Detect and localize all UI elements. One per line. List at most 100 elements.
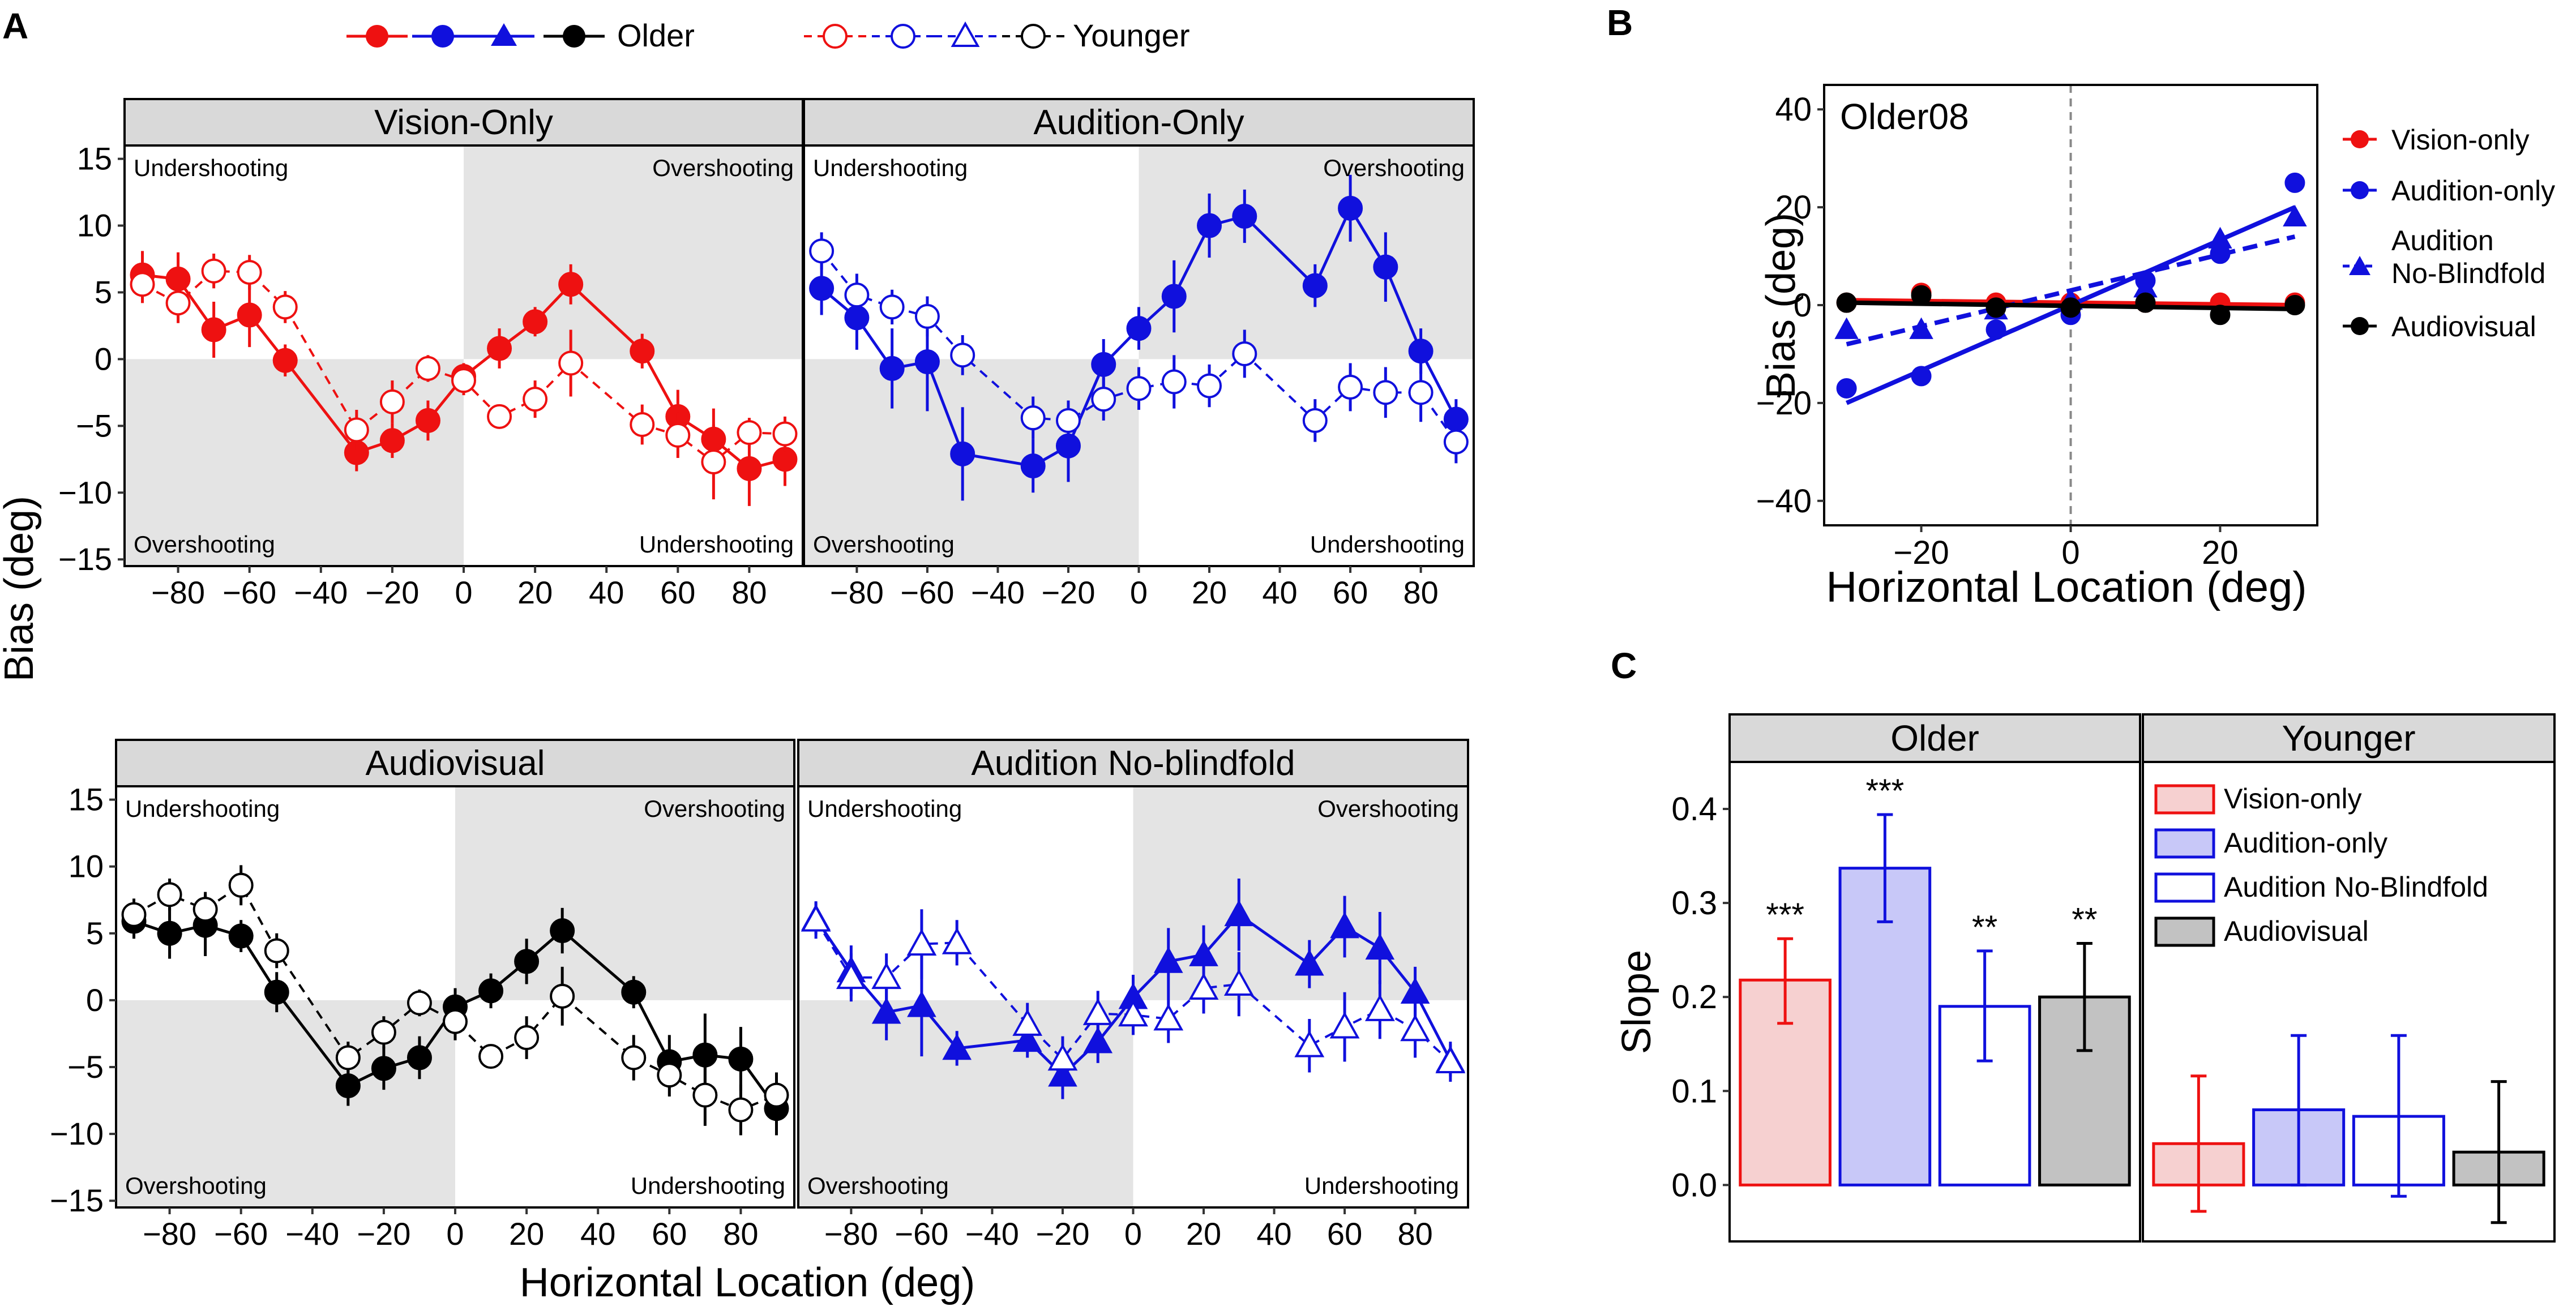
series-younger bbox=[130, 254, 798, 500]
data-point bbox=[121, 902, 147, 927]
facet-title: Vision-Only bbox=[374, 103, 553, 142]
data-point bbox=[1911, 285, 1932, 306]
x-tick-label: −40 bbox=[971, 575, 1025, 610]
x-tick-label: 20 bbox=[517, 575, 553, 610]
y-tick-label: 0.1 bbox=[1671, 1073, 1717, 1110]
legend-older-blue-marker bbox=[431, 25, 454, 48]
y-tick-label: 0.3 bbox=[1671, 885, 1717, 922]
x-tick-label: −60 bbox=[222, 575, 276, 610]
data-point bbox=[1118, 999, 1148, 1027]
legend-swatch-audition-no-blindfold bbox=[2154, 872, 2215, 903]
quadrant-label-overshooting: Overshooting bbox=[134, 531, 275, 558]
panel-b-y-label: Bias (deg) bbox=[1758, 213, 1804, 399]
data-point bbox=[764, 1082, 789, 1108]
data-point bbox=[201, 317, 226, 342]
data-point bbox=[1302, 408, 1328, 433]
facet-title: Older bbox=[1890, 718, 1979, 759]
subplot-audition-no-blindfold: Audition No-blindfold Undershooting Oversh… bbox=[797, 739, 1469, 1252]
data-point bbox=[737, 456, 762, 481]
y-tick-label: −5 bbox=[67, 1049, 104, 1085]
data-point bbox=[478, 1044, 504, 1069]
data-point bbox=[1330, 911, 1359, 939]
data-point bbox=[692, 1082, 718, 1108]
data-point bbox=[1294, 949, 1324, 976]
data-point bbox=[1161, 284, 1187, 309]
significance-label: ** bbox=[1972, 909, 1997, 946]
data-point bbox=[2283, 204, 2307, 227]
x-tick-label: 20 bbox=[509, 1216, 544, 1252]
y-tick-label: −10 bbox=[58, 474, 112, 510]
quadrant-label-overshooting: Overshooting bbox=[125, 1172, 267, 1199]
data-point bbox=[621, 1045, 647, 1070]
data-point bbox=[514, 1025, 540, 1051]
data-point bbox=[621, 979, 647, 1005]
quadrant-label-undershooting: Undershooting bbox=[1304, 1172, 1459, 1199]
y-tick-label: 5 bbox=[86, 915, 104, 951]
facet-title: Audition No-blindfold bbox=[971, 744, 1295, 783]
legend-label-audiovisual: Audiovisual bbox=[2224, 915, 2369, 947]
data-point bbox=[1232, 204, 1257, 229]
data-point bbox=[2208, 226, 2232, 249]
data-point bbox=[1055, 408, 1081, 433]
x-tick-label: −80 bbox=[830, 575, 884, 610]
legend-b-av-label: Audiovisual bbox=[2391, 311, 2536, 342]
legend-b-vision-label: Vision-only bbox=[2391, 124, 2530, 156]
data-point bbox=[1911, 366, 1932, 387]
x-tick-label: 0 bbox=[1130, 575, 1148, 610]
panel-label-b: B bbox=[1607, 2, 1633, 43]
x-tick-label: 0 bbox=[1124, 1216, 1142, 1252]
y-tick-label: −15 bbox=[50, 1183, 104, 1218]
x-tick-label: 60 bbox=[652, 1216, 687, 1252]
data-point bbox=[406, 990, 432, 1016]
data-point bbox=[1083, 1026, 1113, 1053]
data-point bbox=[237, 302, 262, 328]
y-tick-label: −15 bbox=[58, 541, 112, 577]
quadrant-label-undershooting: Undershooting bbox=[631, 1172, 785, 1199]
y-tick-label: 0 bbox=[95, 341, 112, 376]
significance-label: *** bbox=[1866, 773, 1905, 809]
y-tick-label: 0.2 bbox=[1671, 979, 1717, 1016]
data-point bbox=[701, 449, 726, 475]
x-tick-label: −20 bbox=[357, 1216, 410, 1252]
data-point bbox=[1091, 387, 1116, 412]
panel-a-y-label: Bias (deg) bbox=[0, 496, 42, 682]
y-tick-label: 20 bbox=[1775, 189, 1812, 226]
x-tick-label: −80 bbox=[824, 1216, 878, 1252]
panel-b-title: Older08 bbox=[1840, 96, 1969, 137]
significance-label: ** bbox=[2072, 902, 2097, 939]
data-point bbox=[272, 294, 298, 320]
x-tick-label: 80 bbox=[723, 1216, 758, 1252]
data-point bbox=[478, 978, 504, 1004]
legend-younger-blue-marker bbox=[891, 24, 915, 49]
panel-a-x-label: Horizontal Location (deg) bbox=[520, 1260, 975, 1305]
data-point bbox=[809, 276, 835, 301]
data-point bbox=[1294, 1030, 1325, 1057]
quadrant-label-overshooting: Overshooting bbox=[1317, 795, 1459, 822]
data-point bbox=[1836, 378, 1857, 399]
y-tick-label: 5 bbox=[95, 274, 112, 310]
x-tick-label: 60 bbox=[1327, 1216, 1362, 1252]
x-tick-label: 0 bbox=[446, 1216, 464, 1252]
x-tick-label: 60 bbox=[1333, 575, 1368, 610]
data-point bbox=[558, 272, 584, 297]
quadrant-label-overshooting: Overshooting bbox=[652, 155, 794, 181]
data-point bbox=[558, 350, 584, 376]
panel-label-a: A bbox=[2, 6, 28, 46]
legend-b-noblindfold-marker bbox=[2349, 256, 2370, 275]
x-tick-label: 40 bbox=[1256, 1216, 1291, 1252]
data-point bbox=[1224, 899, 1254, 927]
data-point bbox=[914, 303, 940, 329]
data-point bbox=[130, 272, 155, 297]
data-point bbox=[1153, 946, 1183, 973]
legend-b-vision-marker bbox=[2351, 130, 2369, 148]
shade-overshoot-upper bbox=[455, 786, 794, 1000]
data-point bbox=[879, 294, 905, 320]
y-tick-label: −10 bbox=[50, 1116, 104, 1151]
y-tick-label: 0.4 bbox=[1671, 791, 1717, 828]
data-point bbox=[1364, 994, 1395, 1021]
data-point bbox=[1443, 429, 1469, 455]
data-point bbox=[1232, 341, 1257, 366]
data-point bbox=[801, 905, 831, 932]
legend-older-label: Older bbox=[617, 18, 695, 53]
